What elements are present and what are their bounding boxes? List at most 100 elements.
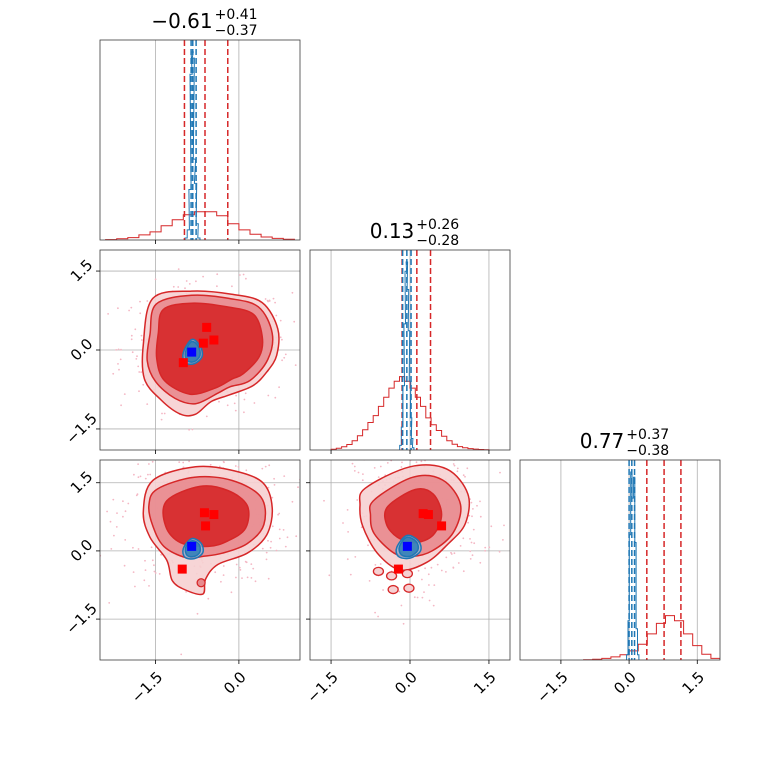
sample-dot: [398, 590, 401, 593]
sample-dot: [423, 455, 425, 457]
sample-dot: [300, 427, 302, 429]
sample-dot: [453, 423, 455, 425]
sample-dot: [243, 398, 246, 401]
sample-dot: [239, 274, 241, 276]
panel-title-z: 0.77 +0.37−0.38: [580, 427, 669, 459]
sample-dot: [269, 546, 272, 549]
sample-dot: [323, 499, 325, 502]
panel-frame-x: [99, 39, 301, 241]
sample-dot: [503, 524, 505, 527]
sample-dot: [122, 515, 124, 518]
sample-dot: [346, 509, 349, 511]
sample-dot: [234, 465, 237, 467]
sample-dot: [142, 383, 145, 386]
sample-dot: [346, 558, 349, 561]
sample-dot: [445, 556, 448, 559]
sample-dot: [464, 475, 466, 478]
histogram-blue-z: [626, 471, 640, 660]
sample-dot: [252, 447, 254, 449]
title-value: 0.13: [370, 219, 415, 243]
panel-title-x: −0.61 +0.41−0.37: [151, 7, 257, 39]
histogram-panel-z: [560, 460, 720, 660]
sample-dot: [270, 540, 272, 543]
sample-dot: [146, 403, 149, 405]
sample-dot: [109, 520, 112, 523]
sample-dot: [293, 320, 296, 323]
sample-dot: [148, 585, 150, 587]
sample-dot: [459, 545, 462, 547]
sample-dot: [216, 273, 219, 276]
sample-dot: [279, 319, 282, 322]
sample-dot: [377, 476, 380, 478]
sample-dot: [416, 596, 419, 599]
sample-dot: [470, 541, 473, 544]
sample-dot: [469, 558, 472, 560]
x-tick-label: 0.0: [391, 668, 421, 698]
contour-red-island: [385, 571, 398, 581]
marker-blue-xy: [187, 347, 197, 357]
sample-dot: [135, 358, 138, 360]
y-tick-label: 1.5: [67, 256, 97, 286]
sample-dot: [283, 475, 286, 477]
sample-dot: [182, 461, 185, 464]
marker-red-xz: [177, 564, 187, 574]
sample-dot: [213, 457, 215, 459]
sample-dot: [471, 515, 473, 518]
sample-dot: [273, 484, 276, 486]
sample-dot: [196, 452, 198, 454]
sample-dot: [137, 548, 140, 550]
sample-dot: [235, 394, 238, 397]
sample-dot: [266, 299, 269, 302]
x-tick-label: 1.5: [470, 668, 500, 698]
sample-dot: [146, 300, 149, 302]
sample-dot: [106, 510, 108, 513]
sample-dot: [119, 358, 122, 361]
sample-dot: [242, 273, 245, 276]
sample-dot: [235, 563, 238, 566]
sample-dot: [252, 567, 255, 570]
sample-dot: [132, 546, 134, 549]
sample-dot: [401, 461, 403, 464]
sample-dot: [170, 453, 172, 455]
sample-dot: [144, 559, 146, 562]
sample-dot: [479, 515, 482, 518]
sample-dot: [246, 576, 249, 579]
sample-dot: [245, 469, 248, 472]
sample-dot: [92, 375, 94, 377]
sample-dot: [113, 534, 115, 537]
sample-dot: [264, 465, 267, 468]
sample-dot: [470, 501, 473, 504]
histogram-red-y: [330, 376, 490, 450]
sample-dot: [279, 336, 282, 339]
sample-dot: [282, 529, 285, 531]
sample-dot: [469, 442, 471, 444]
sample-dot: [286, 536, 289, 539]
sample-dot: [273, 451, 275, 453]
sample-dot: [420, 460, 423, 463]
y-tick-label: 0.0: [67, 335, 97, 365]
sample-dot: [502, 539, 504, 541]
sample-dot: [216, 285, 218, 288]
sample-dot: [139, 312, 142, 315]
sample-dot: [428, 599, 431, 602]
sample-dot: [284, 353, 287, 356]
sample-dot: [404, 419, 406, 421]
sample-dot: [353, 465, 356, 468]
sample-dot: [245, 277, 247, 280]
sample-dot: [379, 465, 382, 468]
sample-dot: [124, 539, 127, 541]
sample-dot: [476, 504, 478, 507]
sample-dot: [304, 498, 306, 500]
sample-dot: [199, 454, 201, 456]
sample-dot: [448, 456, 450, 458]
sample-dot: [374, 564, 377, 566]
sample-dot: [387, 457, 389, 459]
sample-dot: [120, 404, 122, 407]
x-tick-label: 0.0: [610, 668, 640, 698]
sample-dot: [465, 457, 467, 459]
panel-titles: −0.61 +0.41−0.370.13 +0.26−0.280.77 +0.37−0…: [151, 7, 669, 459]
sample-dot: [379, 563, 382, 565]
sample-dot: [306, 572, 308, 574]
sample-dot: [479, 561, 482, 564]
sample-dot: [198, 454, 200, 456]
